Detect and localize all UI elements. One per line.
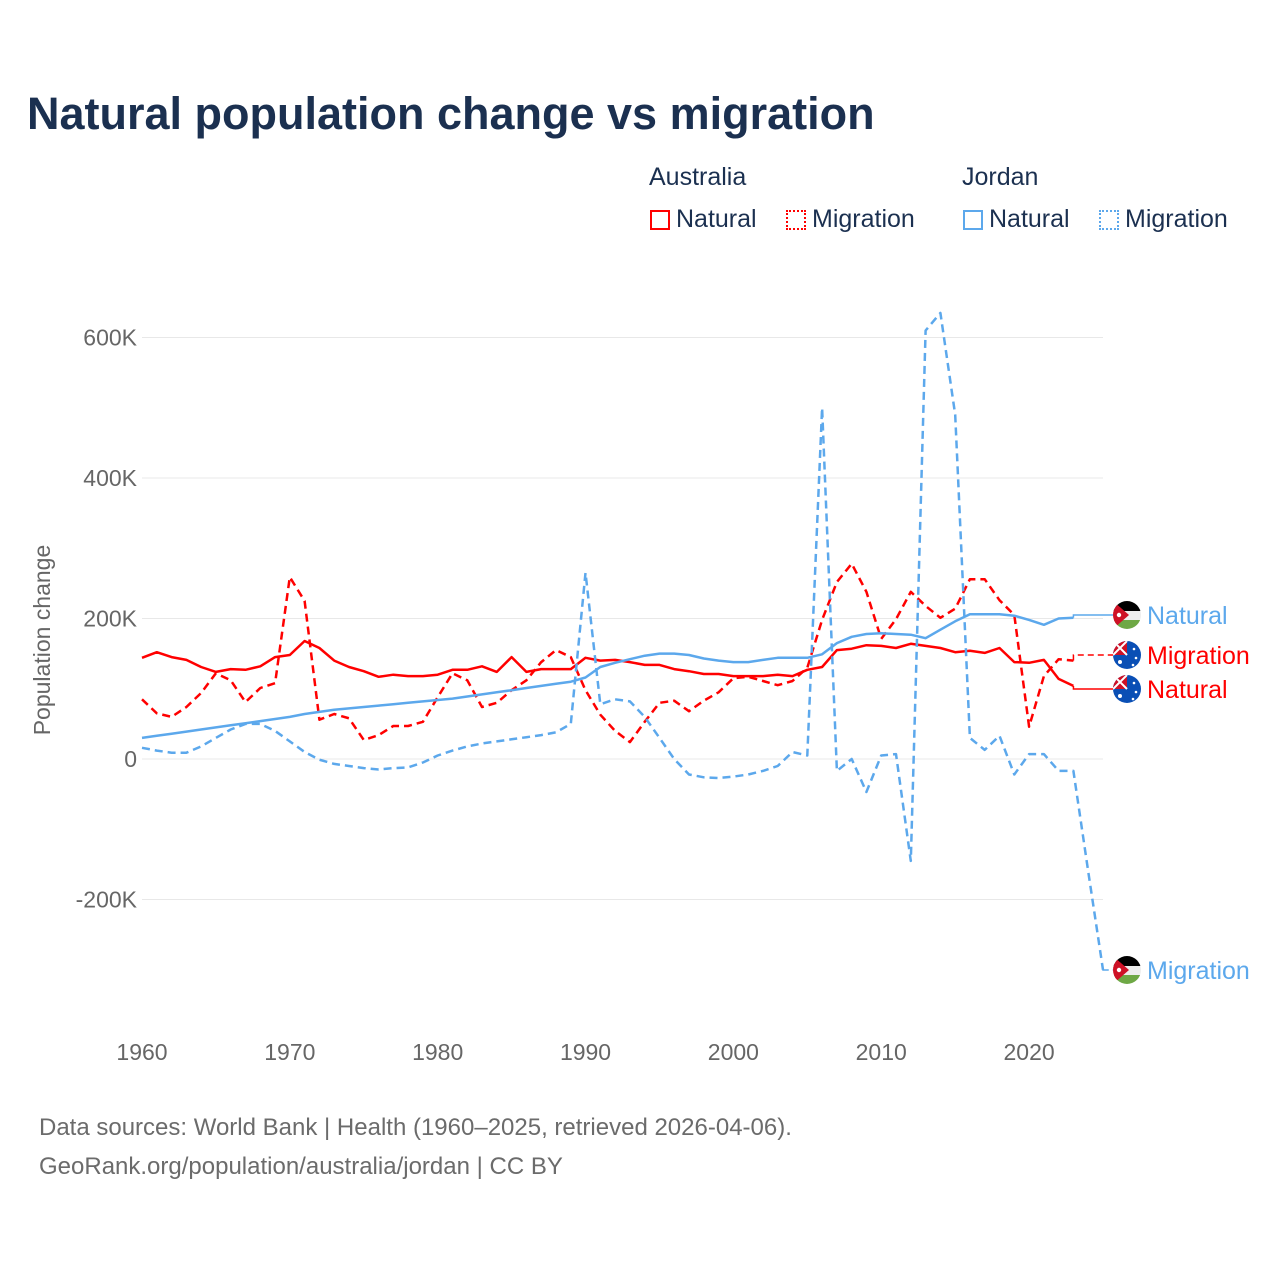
flag-star	[1116, 967, 1122, 973]
australia-flag-icon	[1113, 641, 1141, 669]
flag-stripe	[1113, 620, 1141, 629]
jordan-flag-icon	[1113, 601, 1141, 629]
flag-star	[1134, 656, 1138, 660]
flag-star	[1132, 647, 1136, 651]
y-tick-label: 400K	[83, 465, 137, 491]
legend-australia-migration[interactable]: Migration	[786, 205, 915, 234]
label-connector	[1072, 614, 1113, 618]
flag-star	[1118, 660, 1122, 664]
series-line-australia-natural	[141, 639, 1074, 688]
x-tick-label: 2020	[1003, 1039, 1054, 1065]
end-label: Migration	[1147, 642, 1250, 670]
solid-swatch-icon	[650, 209, 670, 230]
flag-star	[1131, 663, 1135, 667]
y-tick-label: 200K	[83, 606, 137, 632]
flag-shape	[1113, 641, 1141, 669]
x-tick-label: 1960	[116, 1039, 167, 1065]
series-line-jordan-natural	[141, 613, 1074, 740]
attribution-link[interactable]: GeoRank.org/population/australia/jordan …	[39, 1153, 563, 1180]
flag-star	[1132, 681, 1136, 685]
dotted-swatch-icon	[786, 209, 806, 230]
end-label: Natural	[1147, 602, 1228, 630]
legend-group-jordan: Jordan	[962, 163, 1039, 191]
flag-star	[1134, 690, 1138, 694]
flag-stripe	[1113, 975, 1141, 984]
flag-shape	[1113, 601, 1141, 629]
series-line-jordan-migration	[141, 311, 1105, 970]
chart-title: Natural population change vs migration	[27, 88, 875, 139]
label-connector	[1072, 685, 1113, 690]
flag-shape	[1113, 675, 1141, 703]
jordan-flag-icon	[1113, 956, 1141, 984]
end-label: Natural	[1147, 676, 1228, 704]
y-axis-label: Population change	[29, 545, 55, 736]
x-tick-label: 2000	[708, 1039, 759, 1065]
x-tick-label: 1980	[412, 1039, 463, 1065]
x-tick-label: 2010	[856, 1039, 907, 1065]
legend-label: Migration	[812, 205, 915, 233]
end-label: Migration	[1147, 957, 1250, 985]
y-tick-label: 600K	[83, 325, 137, 351]
footer: Data sources: World Bank | Health (1960–…	[39, 1108, 792, 1186]
y-tick-label: -200K	[76, 887, 138, 913]
solid-swatch-icon	[963, 209, 983, 230]
legend-label: Natural	[676, 205, 757, 233]
y-tick-label: 0	[124, 746, 137, 772]
flag-star	[1131, 697, 1135, 701]
series-line-australia-migration	[141, 562, 1074, 744]
legend-jordan-natural[interactable]: Natural	[963, 205, 1070, 234]
x-tick-label: 1970	[264, 1039, 315, 1065]
legend-label: Natural	[989, 205, 1070, 233]
flag-shape	[1113, 956, 1141, 984]
flag-stripe	[1113, 601, 1141, 611]
legend-group-australia: Australia	[649, 163, 747, 191]
label-connector	[1072, 654, 1113, 661]
x-tick-label: 1990	[560, 1039, 611, 1065]
legend-jordan-migration[interactable]: Migration	[1099, 205, 1228, 234]
legend-australia-natural[interactable]: Natural	[650, 205, 757, 234]
dotted-swatch-icon	[1099, 209, 1119, 230]
australia-flag-icon	[1113, 675, 1141, 703]
flag-stripe	[1113, 956, 1141, 966]
flag-star	[1116, 612, 1122, 618]
flag-star	[1118, 694, 1122, 698]
legend-label: Migration	[1125, 205, 1228, 233]
data-source-text: Data sources: World Bank | Health (1960–…	[39, 1114, 792, 1141]
